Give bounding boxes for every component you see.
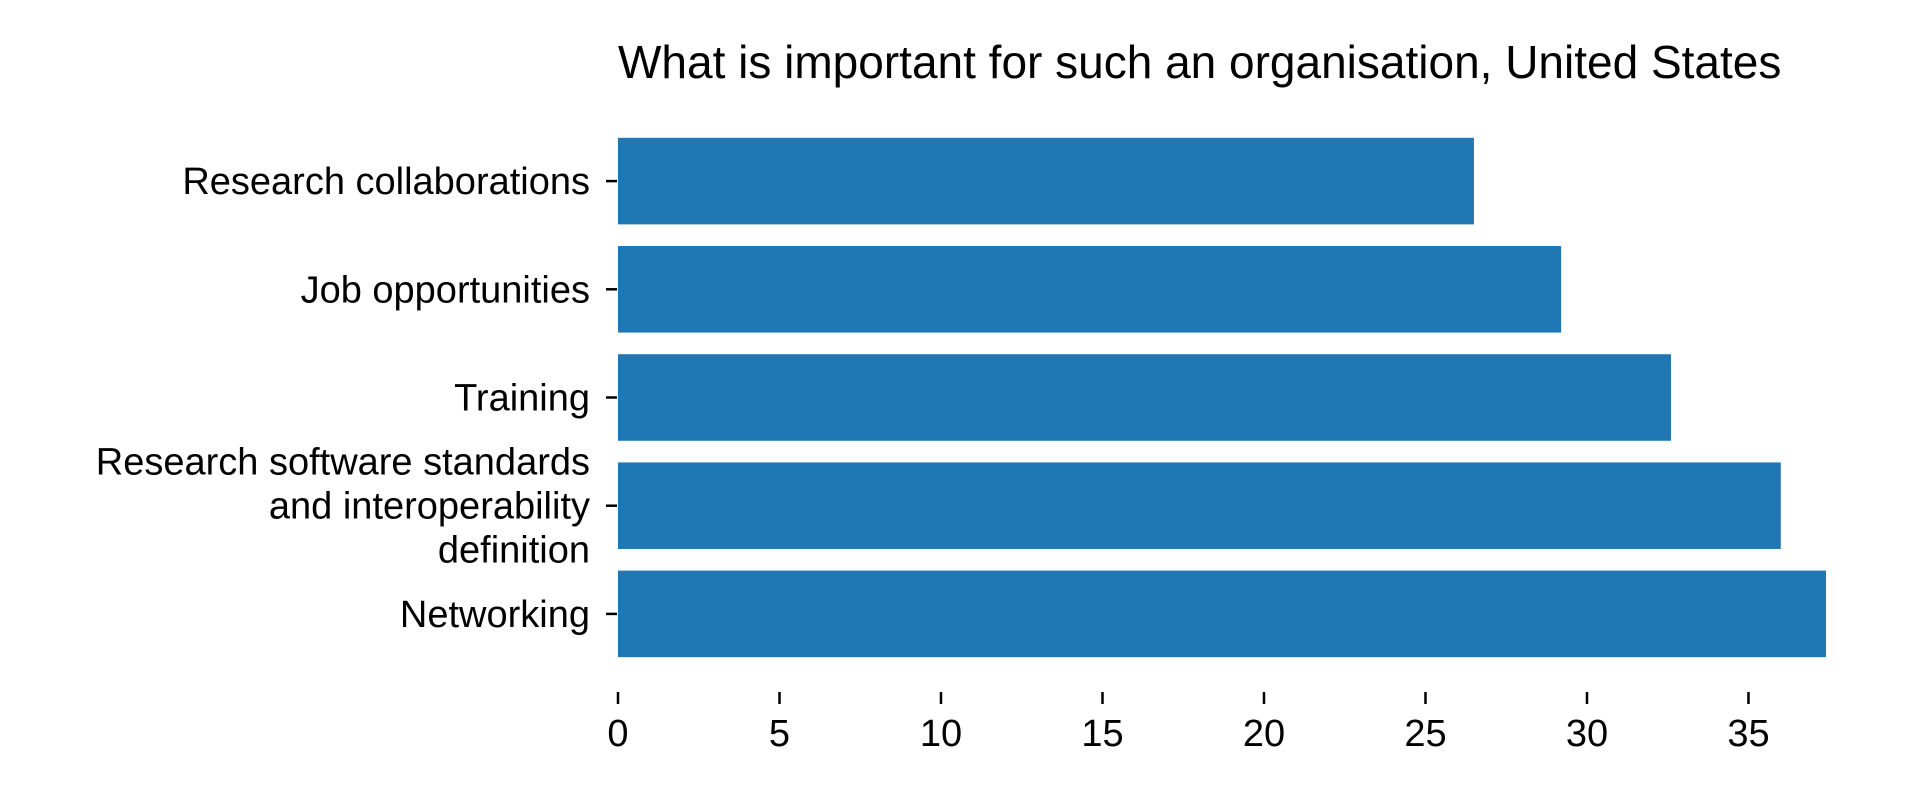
x-tick-label: 0: [607, 713, 628, 755]
x-tick-label: 30: [1566, 713, 1608, 755]
x-axis: 0 5 10 15 20 25 30 35: [607, 692, 1770, 755]
x-tick-label: 5: [769, 713, 790, 755]
y-tick-label: Networking: [400, 594, 590, 636]
bar-research-collaborations: [618, 137, 1474, 225]
y-tick-label: Research collaborations: [182, 161, 590, 203]
bar-training: [618, 354, 1671, 441]
x-tick-label: 35: [1727, 713, 1769, 755]
bar-job-opportunities: [618, 246, 1562, 333]
bars-layer: [618, 137, 1826, 658]
y-tick-label: Training: [454, 378, 590, 420]
x-tick-label: 20: [1243, 713, 1285, 755]
chart-title: What is important for such an organisati…: [618, 36, 1781, 88]
y-tick-label: Research software standards and interoper…: [96, 442, 590, 572]
bar-networking: [618, 570, 1826, 658]
x-tick-label: 15: [1081, 713, 1123, 755]
x-tick-label: 25: [1404, 713, 1446, 755]
x-tick-label: 10: [920, 713, 962, 755]
bar-research-software-standards-and-interoperability-definition: [618, 462, 1781, 549]
y-axis-labels: Research collaborations Job opportunities…: [96, 161, 617, 636]
y-tick-label: Job opportunities: [301, 269, 590, 311]
